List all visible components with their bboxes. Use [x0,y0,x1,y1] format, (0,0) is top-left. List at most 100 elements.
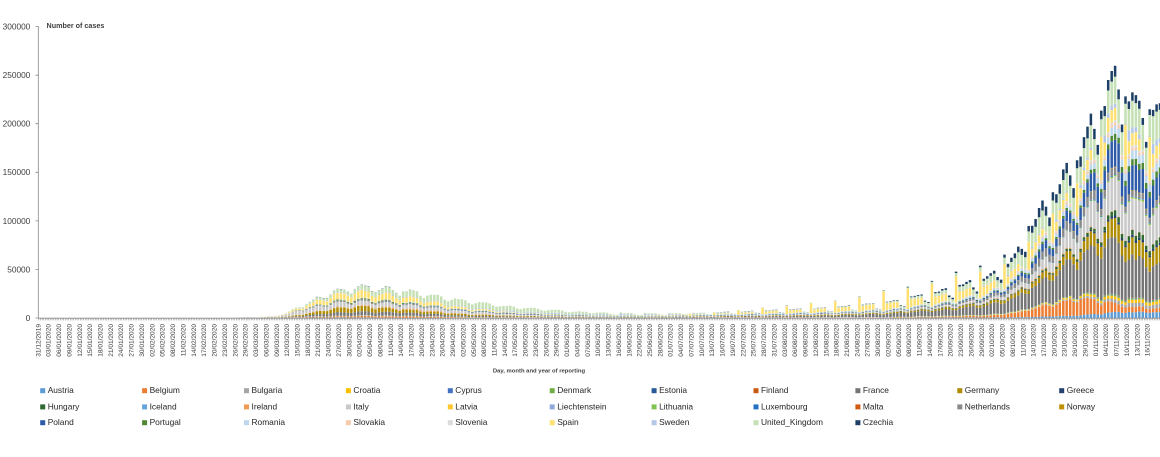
svg-text:Denmark: Denmark [557,385,592,395]
svg-text:04/06/2020: 04/06/2020 [574,324,581,357]
svg-text:03/01/2020: 03/01/2020 [46,324,53,357]
svg-text:02/02/2020: 02/02/2020 [149,324,156,357]
svg-text:0: 0 [26,313,31,323]
svg-text:Latvia: Latvia [455,401,478,411]
svg-text:26/09/2020: 26/09/2020 [968,324,975,357]
svg-text:26/05/2020: 26/05/2020 [543,324,550,357]
svg-text:02/05/2020: 02/05/2020 [460,324,467,357]
svg-text:18/08/2020: 18/08/2020 [834,324,841,357]
svg-text:09/08/2020: 09/08/2020 [803,324,810,357]
svg-text:23/09/2020: 23/09/2020 [958,324,965,357]
svg-text:29/10/2020: 29/10/2020 [1083,324,1090,357]
svg-text:05/10/2020: 05/10/2020 [1000,324,1007,357]
svg-text:22/07/2020: 22/07/2020 [740,324,747,357]
svg-text:30/01/2020: 30/01/2020 [139,324,146,357]
svg-text:02/10/2020: 02/10/2020 [989,324,996,357]
svg-text:01/07/2020: 01/07/2020 [668,324,675,357]
svg-text:23/10/2020: 23/10/2020 [1062,324,1069,357]
svg-text:14/10/2020: 14/10/2020 [1031,324,1038,357]
svg-text:24/08/2020: 24/08/2020 [854,324,861,357]
svg-text:25/06/2020: 25/06/2020 [647,324,654,357]
svg-text:28/06/2020: 28/06/2020 [657,324,664,357]
svg-text:14/02/2020: 14/02/2020 [191,324,198,357]
svg-text:11/05/2020: 11/05/2020 [492,324,499,357]
svg-text:100000: 100000 [3,216,31,226]
svg-text:02/04/2020: 02/04/2020 [357,324,364,357]
svg-text:14/04/2020: 14/04/2020 [398,324,405,357]
svg-text:24/03/2020: 24/03/2020 [326,324,333,357]
svg-text:17/02/2020: 17/02/2020 [201,324,208,357]
svg-text:18/03/2020: 18/03/2020 [305,324,312,357]
svg-text:13/11/2020: 13/11/2020 [1134,324,1141,357]
svg-text:29/09/2020: 29/09/2020 [979,324,986,357]
svg-text:Austria: Austria [48,385,74,395]
svg-text:14/09/2020: 14/09/2020 [927,324,934,357]
svg-text:06/08/2020: 06/08/2020 [792,324,799,357]
svg-text:18/01/2020: 18/01/2020 [98,324,105,357]
svg-text:23/02/2020: 23/02/2020 [222,324,229,357]
svg-text:20/04/2020: 20/04/2020 [419,324,426,357]
svg-text:31/07/2020: 31/07/2020 [771,324,778,357]
svg-text:07/11/2020: 07/11/2020 [1114,324,1121,357]
svg-text:30/08/2020: 30/08/2020 [875,324,882,357]
svg-text:27/01/2020: 27/01/2020 [129,324,136,357]
svg-text:Ireland: Ireland [252,401,278,411]
svg-text:09/03/2020: 09/03/2020 [274,324,281,357]
svg-text:16/07/2020: 16/07/2020 [720,324,727,357]
svg-text:Norway: Norway [1067,401,1096,411]
svg-text:16/11/2020: 16/11/2020 [1145,324,1152,357]
svg-text:08/10/2020: 08/10/2020 [1010,324,1017,357]
svg-text:29/02/2020: 29/02/2020 [243,324,250,357]
svg-text:13/06/2020: 13/06/2020 [606,324,613,357]
svg-text:26/10/2020: 26/10/2020 [1072,324,1079,357]
svg-text:11/02/2020: 11/02/2020 [181,324,188,357]
svg-text:19/07/2020: 19/07/2020 [730,324,737,357]
svg-text:Netherlands: Netherlands [965,401,1010,411]
svg-text:26/02/2020: 26/02/2020 [232,324,239,357]
svg-text:08/02/2020: 08/02/2020 [170,324,177,357]
svg-text:250000: 250000 [3,70,31,80]
svg-text:Estonia: Estonia [659,385,687,395]
svg-text:29/04/2020: 29/04/2020 [450,324,457,357]
svg-text:Greece: Greece [1067,385,1095,395]
svg-text:20/02/2020: 20/02/2020 [212,324,219,357]
svg-text:12/03/2020: 12/03/2020 [284,324,291,357]
svg-text:Luxembourg: Luxembourg [761,401,808,411]
svg-text:03/08/2020: 03/08/2020 [782,324,789,357]
svg-text:Slovenia: Slovenia [455,417,487,427]
svg-text:04/07/2020: 04/07/2020 [678,324,685,357]
svg-text:02/09/2020: 02/09/2020 [886,324,893,357]
svg-text:17/10/2020: 17/10/2020 [1041,324,1048,357]
svg-text:07/06/2020: 07/06/2020 [585,324,592,357]
svg-text:Italy: Italy [353,401,369,411]
svg-text:11/10/2020: 11/10/2020 [1020,324,1027,357]
svg-text:Bulgaria: Bulgaria [252,385,283,395]
svg-text:13/07/2020: 13/07/2020 [709,324,716,357]
svg-text:31/12/2019: 31/12/2019 [35,324,42,357]
svg-text:17/04/2020: 17/04/2020 [409,324,416,357]
svg-text:Romania: Romania [252,417,286,427]
svg-text:Poland: Poland [48,417,74,427]
svg-text:150000: 150000 [3,167,31,177]
svg-text:Lithuania: Lithuania [659,401,693,411]
svg-text:17/05/2020: 17/05/2020 [512,324,519,357]
svg-text:26/04/2020: 26/04/2020 [440,324,447,357]
svg-text:15/01/2020: 15/01/2020 [87,324,94,357]
svg-text:23/05/2020: 23/05/2020 [533,324,540,357]
svg-text:04/11/2020: 04/11/2020 [1103,324,1110,357]
svg-text:07/07/2020: 07/07/2020 [689,324,696,357]
svg-text:United_Kingdom: United_Kingdom [761,417,823,427]
svg-text:15/03/2020: 15/03/2020 [295,324,302,357]
svg-text:09/01/2020: 09/01/2020 [66,324,73,357]
svg-text:Malta: Malta [863,401,884,411]
svg-text:14/05/2020: 14/05/2020 [502,324,509,357]
svg-text:10/11/2020: 10/11/2020 [1124,324,1131,357]
svg-text:Liechtenstein: Liechtenstein [557,401,607,411]
svg-text:Slovakia: Slovakia [353,417,385,427]
svg-text:20/05/2020: 20/05/2020 [523,324,530,357]
svg-text:08/04/2020: 08/04/2020 [377,324,384,357]
svg-text:27/03/2020: 27/03/2020 [336,324,343,357]
svg-text:Spain: Spain [557,417,579,427]
svg-text:05/02/2020: 05/02/2020 [160,324,167,357]
svg-text:19/06/2020: 19/06/2020 [626,324,633,357]
